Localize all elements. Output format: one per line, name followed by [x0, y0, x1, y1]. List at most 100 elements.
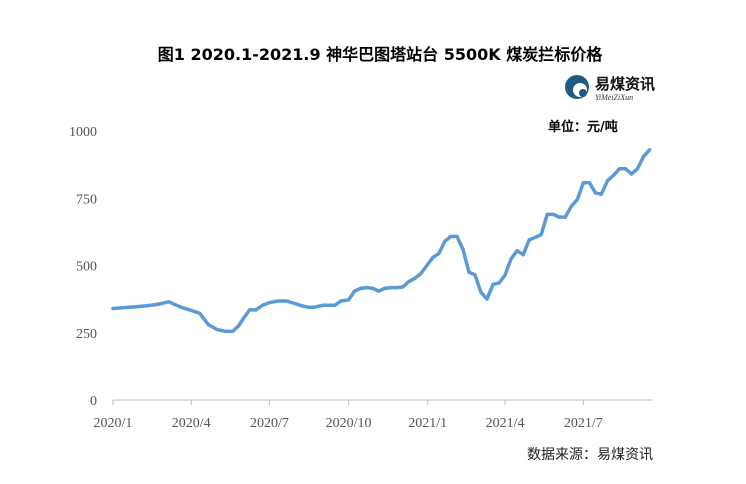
- data-point: [467, 270, 471, 274]
- x-tick-label: 2020/1: [94, 416, 133, 431]
- data-point: [443, 239, 447, 243]
- data-point: [155, 302, 159, 307]
- unit-label: 单位：元/吨: [548, 119, 618, 135]
- y-tick-label: 750: [76, 192, 97, 207]
- data-point: [521, 253, 525, 257]
- data-point: [539, 233, 543, 237]
- data-point: [321, 303, 325, 307]
- y-axis-labels: 0 250 500 750 1000: [69, 125, 97, 409]
- data-point: [635, 167, 640, 171]
- data-point: [479, 290, 483, 294]
- data-point: [347, 298, 351, 302]
- data-point: [276, 299, 280, 303]
- data-point: [587, 181, 592, 185]
- data-point: [425, 263, 429, 268]
- data-point: [473, 273, 477, 277]
- data-point: [455, 234, 459, 238]
- data-point: [215, 327, 219, 332]
- x-tick-label: 2021/7: [564, 416, 603, 431]
- data-point: [419, 272, 423, 276]
- data-point: [236, 324, 241, 328]
- data-point: [267, 301, 272, 305]
- logo-text-cn: 易煤资讯: [595, 75, 655, 93]
- data-point: [413, 276, 417, 280]
- series-points: [111, 148, 652, 333]
- data-point: [527, 238, 531, 242]
- data-point: [485, 297, 489, 301]
- data-point: [383, 286, 387, 290]
- y-tick-label: 250: [76, 327, 97, 342]
- x-tick-label: 2021/4: [486, 416, 525, 431]
- data-point: [648, 148, 652, 152]
- x-tick-label: 2021/1: [408, 416, 447, 431]
- x-axis-labels: 2020/1 2020/4 2020/7 2020/10 2021/1 2021/4 202…: [94, 416, 603, 431]
- data-point: [248, 308, 252, 312]
- data-point: [371, 286, 375, 290]
- logo-text-en: YiMeiZiXun: [595, 93, 633, 102]
- data-point: [431, 255, 435, 259]
- data-point: [198, 311, 202, 315]
- data-point: [491, 282, 495, 286]
- data-point: [333, 303, 337, 307]
- data-point: [230, 329, 235, 333]
- data-point: [261, 303, 265, 307]
- data-point: [509, 257, 513, 261]
- data-point: [593, 191, 598, 195]
- data-point: [437, 251, 441, 255]
- data-point: [294, 302, 298, 306]
- data-point: [353, 289, 357, 293]
- data-point: [179, 305, 183, 309]
- data-point: [461, 247, 465, 251]
- data-point: [515, 249, 519, 253]
- data-point: [629, 172, 634, 176]
- source-note: 数据来源：易煤资讯: [527, 447, 653, 463]
- logo: 易煤资讯 YiMeiZiXun: [565, 75, 655, 102]
- data-point: [312, 305, 316, 309]
- data-point: [206, 323, 210, 327]
- data-point: [503, 273, 507, 277]
- data-point: [144, 304, 148, 308]
- data-point: [359, 286, 363, 290]
- data-point: [545, 212, 549, 216]
- data-point: [395, 286, 399, 290]
- data-point: [401, 285, 405, 289]
- data-point: [407, 280, 411, 284]
- y-tick-label: 0: [90, 394, 97, 409]
- data-point: [557, 215, 561, 219]
- data-point: [285, 299, 289, 303]
- data-point: [327, 303, 331, 307]
- data-point: [641, 155, 646, 159]
- data-point: [581, 181, 586, 185]
- y-tick-label: 1000: [69, 125, 97, 140]
- data-point: [365, 286, 369, 290]
- y-tick-label: 500: [76, 260, 97, 275]
- data-point: [377, 289, 381, 293]
- data-point: [111, 306, 115, 311]
- data-point: [551, 212, 555, 216]
- data-point: [575, 198, 579, 202]
- data-point: [605, 179, 610, 183]
- chart-title: 图1 2020.1-2021.9 神华巴图塔站台 5500K 煤炭拦标价格: [158, 45, 603, 64]
- data-point: [128, 305, 132, 309]
- data-point: [254, 308, 258, 312]
- x-tick-label: 2020/7: [250, 416, 289, 431]
- data-point: [617, 167, 622, 171]
- data-point: [599, 192, 604, 196]
- data-point: [167, 300, 171, 304]
- data-point: [339, 299, 343, 303]
- data-point: [497, 281, 501, 285]
- x-tick-label: 2020/4: [172, 416, 211, 431]
- data-point: [389, 286, 393, 290]
- x-tick-label: 2020/10: [326, 416, 372, 431]
- data-point: [449, 234, 453, 238]
- data-point: [189, 308, 193, 312]
- data-point: [611, 173, 616, 177]
- data-point: [300, 304, 304, 308]
- data-point: [563, 215, 567, 219]
- data-point: [306, 305, 310, 309]
- data-point: [533, 235, 537, 239]
- x-axis-ticks: [112, 400, 584, 405]
- data-point: [242, 316, 246, 320]
- data-point: [623, 167, 628, 171]
